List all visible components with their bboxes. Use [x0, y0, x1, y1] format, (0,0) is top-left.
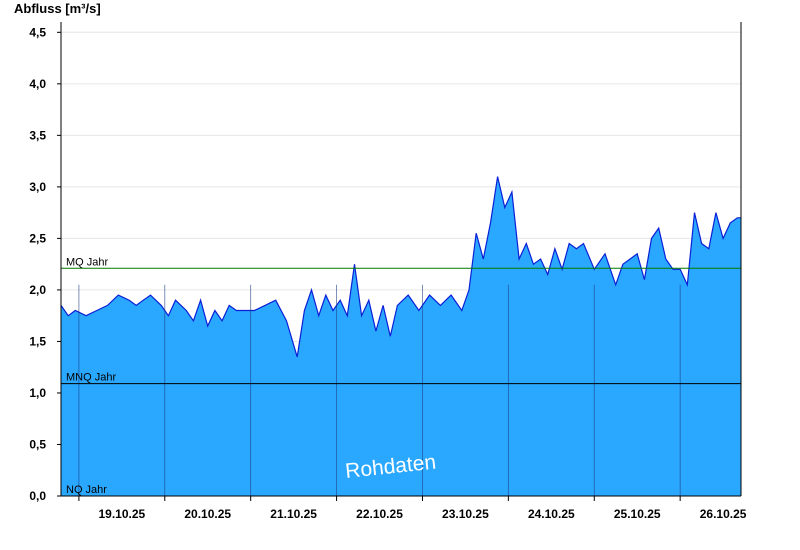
y-tick-label: 0,5 [29, 437, 46, 451]
reference-label: MQ Jahr [66, 256, 109, 268]
reference-label: MNQ Jahr [66, 372, 116, 384]
y-tick-label: 1,5 [29, 334, 46, 348]
y-tick-label: 3,0 [29, 180, 46, 194]
y-tick-label: 4,0 [29, 77, 46, 91]
x-tick-label: 26.10.25 [700, 507, 747, 521]
y-tick-label: 2,5 [29, 231, 46, 245]
y-tick-label: 3,5 [29, 128, 46, 142]
axes [60, 22, 742, 497]
y-tick-labels: 0,0 0,5 1,0 1,5 2,0 2,5 3,0 3,5 4,0 4,5 [29, 25, 61, 503]
discharge-line [60, 176, 741, 358]
day-separators [78, 284, 681, 496]
y-tick-label: 0,0 [29, 489, 46, 503]
y-tick-label: 2,0 [29, 283, 46, 297]
reference-label: NQ Jahr [66, 484, 107, 496]
reference-lines: MQ Jahr MNQ Jahr NQ Jahr [61, 256, 741, 496]
x-tick-label: 23.10.25 [442, 507, 489, 521]
x-tick-label: 24.10.25 [528, 507, 575, 521]
x-tick-label: 22.10.25 [356, 507, 403, 521]
y-axis-title: Abfluss [m³/s] [14, 1, 101, 16]
y-tick-label: 4,5 [29, 25, 46, 39]
x-tick-labels: 19.10.25 20.10.25 21.10.25 22.10.25 23.10.25… [78, 496, 747, 521]
discharge-area [61, 176, 741, 496]
x-tick-label: 19.10.25 [98, 507, 145, 521]
x-tick-label: 21.10.25 [270, 507, 317, 521]
y-tick-label: 1,0 [29, 386, 46, 400]
x-tick-label: 20.10.25 [184, 507, 231, 521]
x-tick-label: 25.10.25 [614, 507, 661, 521]
